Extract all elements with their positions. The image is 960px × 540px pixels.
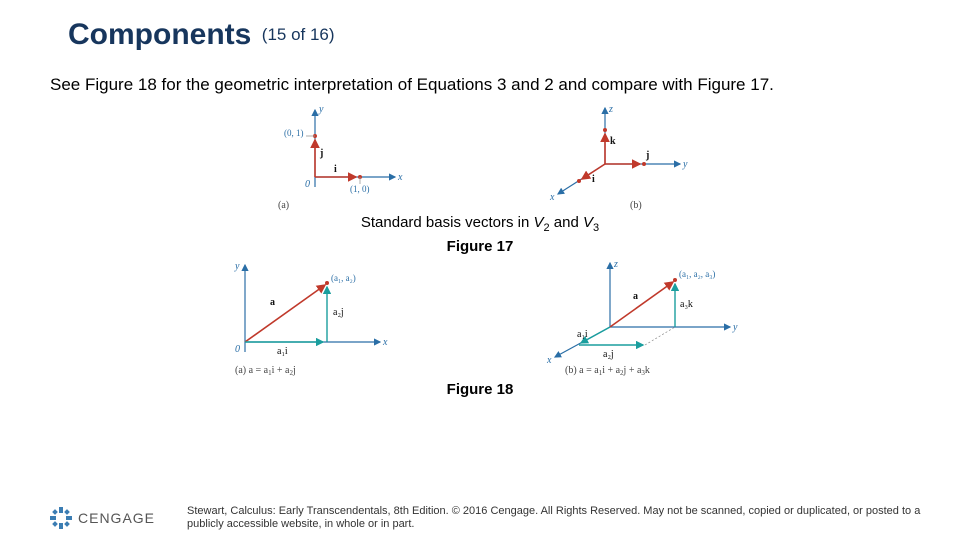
svg-text:y: y xyxy=(318,104,324,115)
svg-text:j: j xyxy=(319,148,323,159)
svg-text:0: 0 xyxy=(235,344,240,355)
svg-text:a: a xyxy=(270,297,275,308)
svg-text:j: j xyxy=(645,150,649,161)
svg-text:(a): (a) xyxy=(278,200,289,211)
page-title: Components xyxy=(68,18,251,51)
svg-text:(b): (b) xyxy=(630,200,642,211)
svg-text:x: x xyxy=(397,172,403,183)
slide: Components (15 of 16) See Figure 18 for … xyxy=(0,0,960,540)
svg-text:a: a xyxy=(633,291,638,302)
svg-text:(a₁, a₂, a₃): (a₁, a₂, a₃) xyxy=(679,269,715,279)
svg-text:x: x xyxy=(382,337,388,348)
footer: CENGAGE Stewart, Calculus: Early Transce… xyxy=(50,505,930,533)
svg-text:a₁i: a₁i xyxy=(277,346,288,357)
intro-paragraph: See Figure 18 for the geometric interpre… xyxy=(50,74,910,96)
svg-text:z: z xyxy=(613,259,618,270)
svg-text:y: y xyxy=(234,261,240,272)
svg-text:(b) a = a1i + a2j + a3k: (b) a = a1i + a2j + a3k xyxy=(565,365,650,377)
figure-17-row: x y 0 j (0, 1) i (1, 0) (a) xyxy=(50,102,910,212)
svg-text:(a₁, a₂): (a₁, a₂) xyxy=(331,273,356,283)
logo-icon xyxy=(50,507,72,529)
page-counter: (15 of 16) xyxy=(262,25,335,44)
figure-17b: y z x k j i (b) xyxy=(530,102,690,212)
svg-text:x: x xyxy=(546,355,552,366)
figure-17b-svg: y z x k j i (b) xyxy=(530,102,690,212)
figure-17a: x y 0 j (0, 1) i (1, 0) (a) xyxy=(270,102,410,212)
figure-17-title: Figure 17 xyxy=(50,238,910,255)
cengage-logo: CENGAGE xyxy=(50,507,155,529)
svg-text:(1, 0): (1, 0) xyxy=(350,184,370,194)
caption-text: Standard basis vectors in xyxy=(361,214,534,231)
svg-text:(a) a = a1i + a2j: (a) a = a1i + a2j xyxy=(235,365,296,377)
figure-18a: x y 0 a (a₁, a₂) a₁i a₂j (a) a = a1i + a… xyxy=(215,257,395,377)
svg-text:a₁i: a₁i xyxy=(577,329,588,340)
figure-18-title: Figure 18 xyxy=(50,381,910,398)
figure-18b-svg: y z x a (a₁, a₂, a₃) a₁i a₂j a₃k (b) xyxy=(535,257,745,377)
svg-text:a₂j: a₂j xyxy=(333,307,344,318)
svg-text:0: 0 xyxy=(305,179,310,190)
figure-17-caption: Standard basis vectors in V2 and V3 xyxy=(50,214,910,234)
figure-18-row: x y 0 a (a₁, a₂) a₁i a₂j (a) a = a1i + a… xyxy=(50,257,910,377)
svg-text:i: i xyxy=(334,164,337,175)
logo-text: CENGAGE xyxy=(78,510,155,526)
svg-text:y: y xyxy=(682,159,688,170)
title-row: Components (15 of 16) xyxy=(50,18,910,52)
figure-17a-svg: x y 0 j (0, 1) i (1, 0) (a) xyxy=(270,102,410,212)
svg-text:a₃k: a₃k xyxy=(680,299,693,310)
figure-18b: y z x a (a₁, a₂, a₃) a₁i a₂j a₃k (b) xyxy=(535,257,745,377)
figure-18a-svg: x y 0 a (a₁, a₂) a₁i a₂j (a) a = a1i + a… xyxy=(215,257,395,377)
svg-text:k: k xyxy=(610,136,616,147)
svg-text:y: y xyxy=(732,322,738,333)
copyright-text: Stewart, Calculus: Early Transcendentals… xyxy=(187,505,930,533)
svg-text:a₂j: a₂j xyxy=(603,349,614,360)
svg-text:i: i xyxy=(592,174,595,185)
svg-text:z: z xyxy=(608,104,613,115)
svg-text:(0, 1): (0, 1) xyxy=(284,128,304,138)
svg-text:x: x xyxy=(549,192,555,203)
